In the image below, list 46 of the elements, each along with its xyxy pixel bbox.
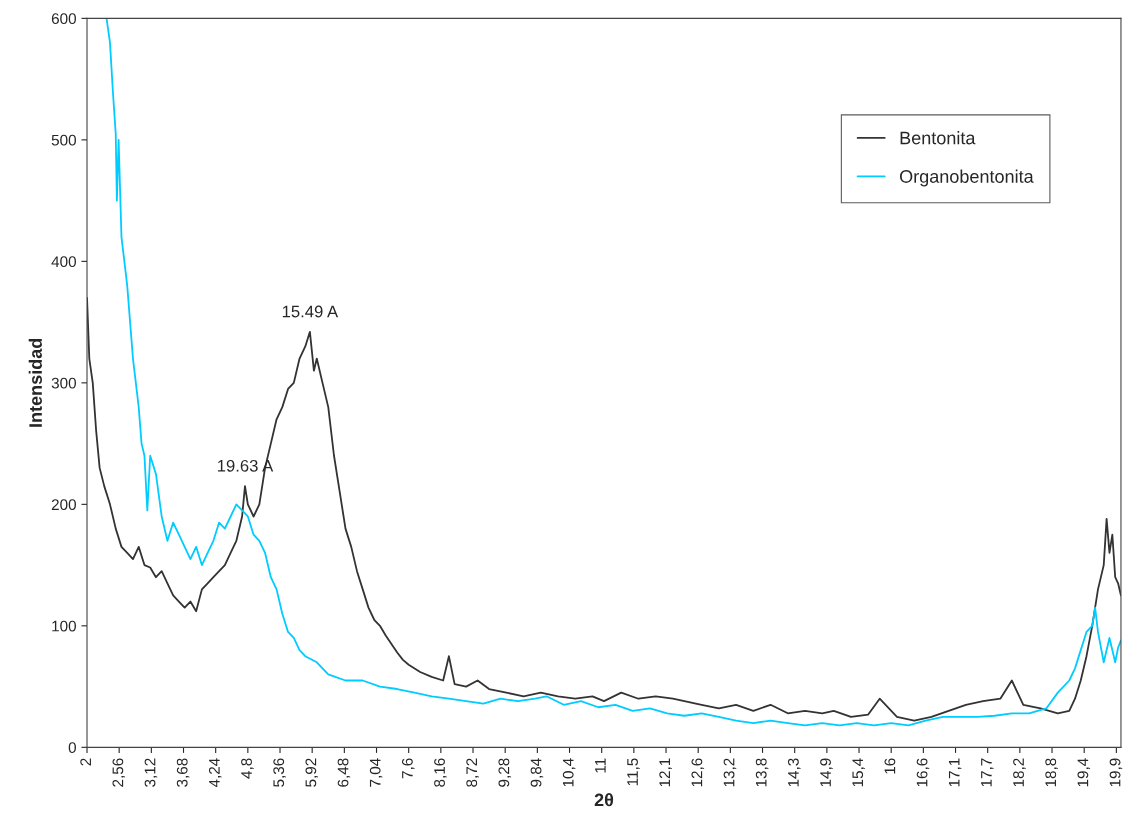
x-tick-label: 11 [595, 758, 606, 773]
x-tick-label: 15,4 [852, 758, 865, 787]
x-tick-label: 9,84 [530, 758, 544, 787]
x-tick-label: 12,1 [659, 758, 672, 787]
legend-label: Organobentonita [899, 169, 1034, 187]
line-series [105, 18, 1121, 727]
x-tick-label: 12,6 [691, 758, 705, 787]
x-tick-label: 16,6 [916, 758, 930, 787]
y-tick-label: 300 [51, 377, 76, 389]
y-tick-label: 600 [51, 13, 76, 25]
x-tick-label: 13,8 [755, 758, 769, 787]
x-tick-label: 18,8 [1045, 758, 1058, 787]
x-tick-label: 4,24 [208, 758, 222, 788]
x-tick-label: 14,3 [787, 758, 801, 787]
x-tick-label: 4,8 [241, 758, 254, 779]
x-tick-label: 9,28 [498, 758, 512, 787]
y-axis-title: Intensidad [28, 338, 42, 427]
y-tick-label: 0 [68, 742, 76, 754]
x-tick-label: 18,2 [1013, 758, 1026, 787]
x-tick-label: 8,16 [434, 758, 447, 787]
x-tick-label: 3,68 [176, 758, 190, 787]
x-tick-label: 2,56 [112, 758, 126, 787]
x-tick-label: 19,9 [1109, 758, 1123, 787]
y-tick-label: 100 [52, 620, 76, 632]
x-tick-label: 2 [80, 758, 91, 766]
x-tick-label: 6,48 [337, 758, 351, 787]
legend-label: Bentonita [900, 131, 976, 145]
y-tick-label: 200 [51, 499, 76, 511]
x-tick-label: 3,12 [144, 758, 158, 787]
x-tick-label: 5,92 [305, 758, 319, 787]
x-tick-label: 16 [884, 758, 896, 774]
x-tick-label: 14,9 [820, 758, 833, 787]
x-tick-label: 7,04 [369, 758, 383, 787]
x-tick-label: 8,72 [466, 758, 479, 787]
y-tick-label: 400 [51, 256, 76, 268]
x-tick-label: 5,36 [273, 758, 286, 787]
x-tick-label: 10,4 [562, 758, 576, 787]
x-tick-label: 13,2 [723, 758, 737, 787]
annotation: 15.49 A [282, 305, 339, 318]
x-tick-label: 7,6 [401, 758, 415, 779]
x-tick-label: 17,7 [981, 758, 994, 787]
x-tick-label: 19,4 [1077, 758, 1091, 787]
x-tick-label: 17,1 [948, 758, 962, 787]
x-tick-label: 11,5 [627, 758, 640, 786]
x-axis-title: 2θ [594, 793, 614, 807]
y-tick-label: 500 [51, 134, 76, 146]
